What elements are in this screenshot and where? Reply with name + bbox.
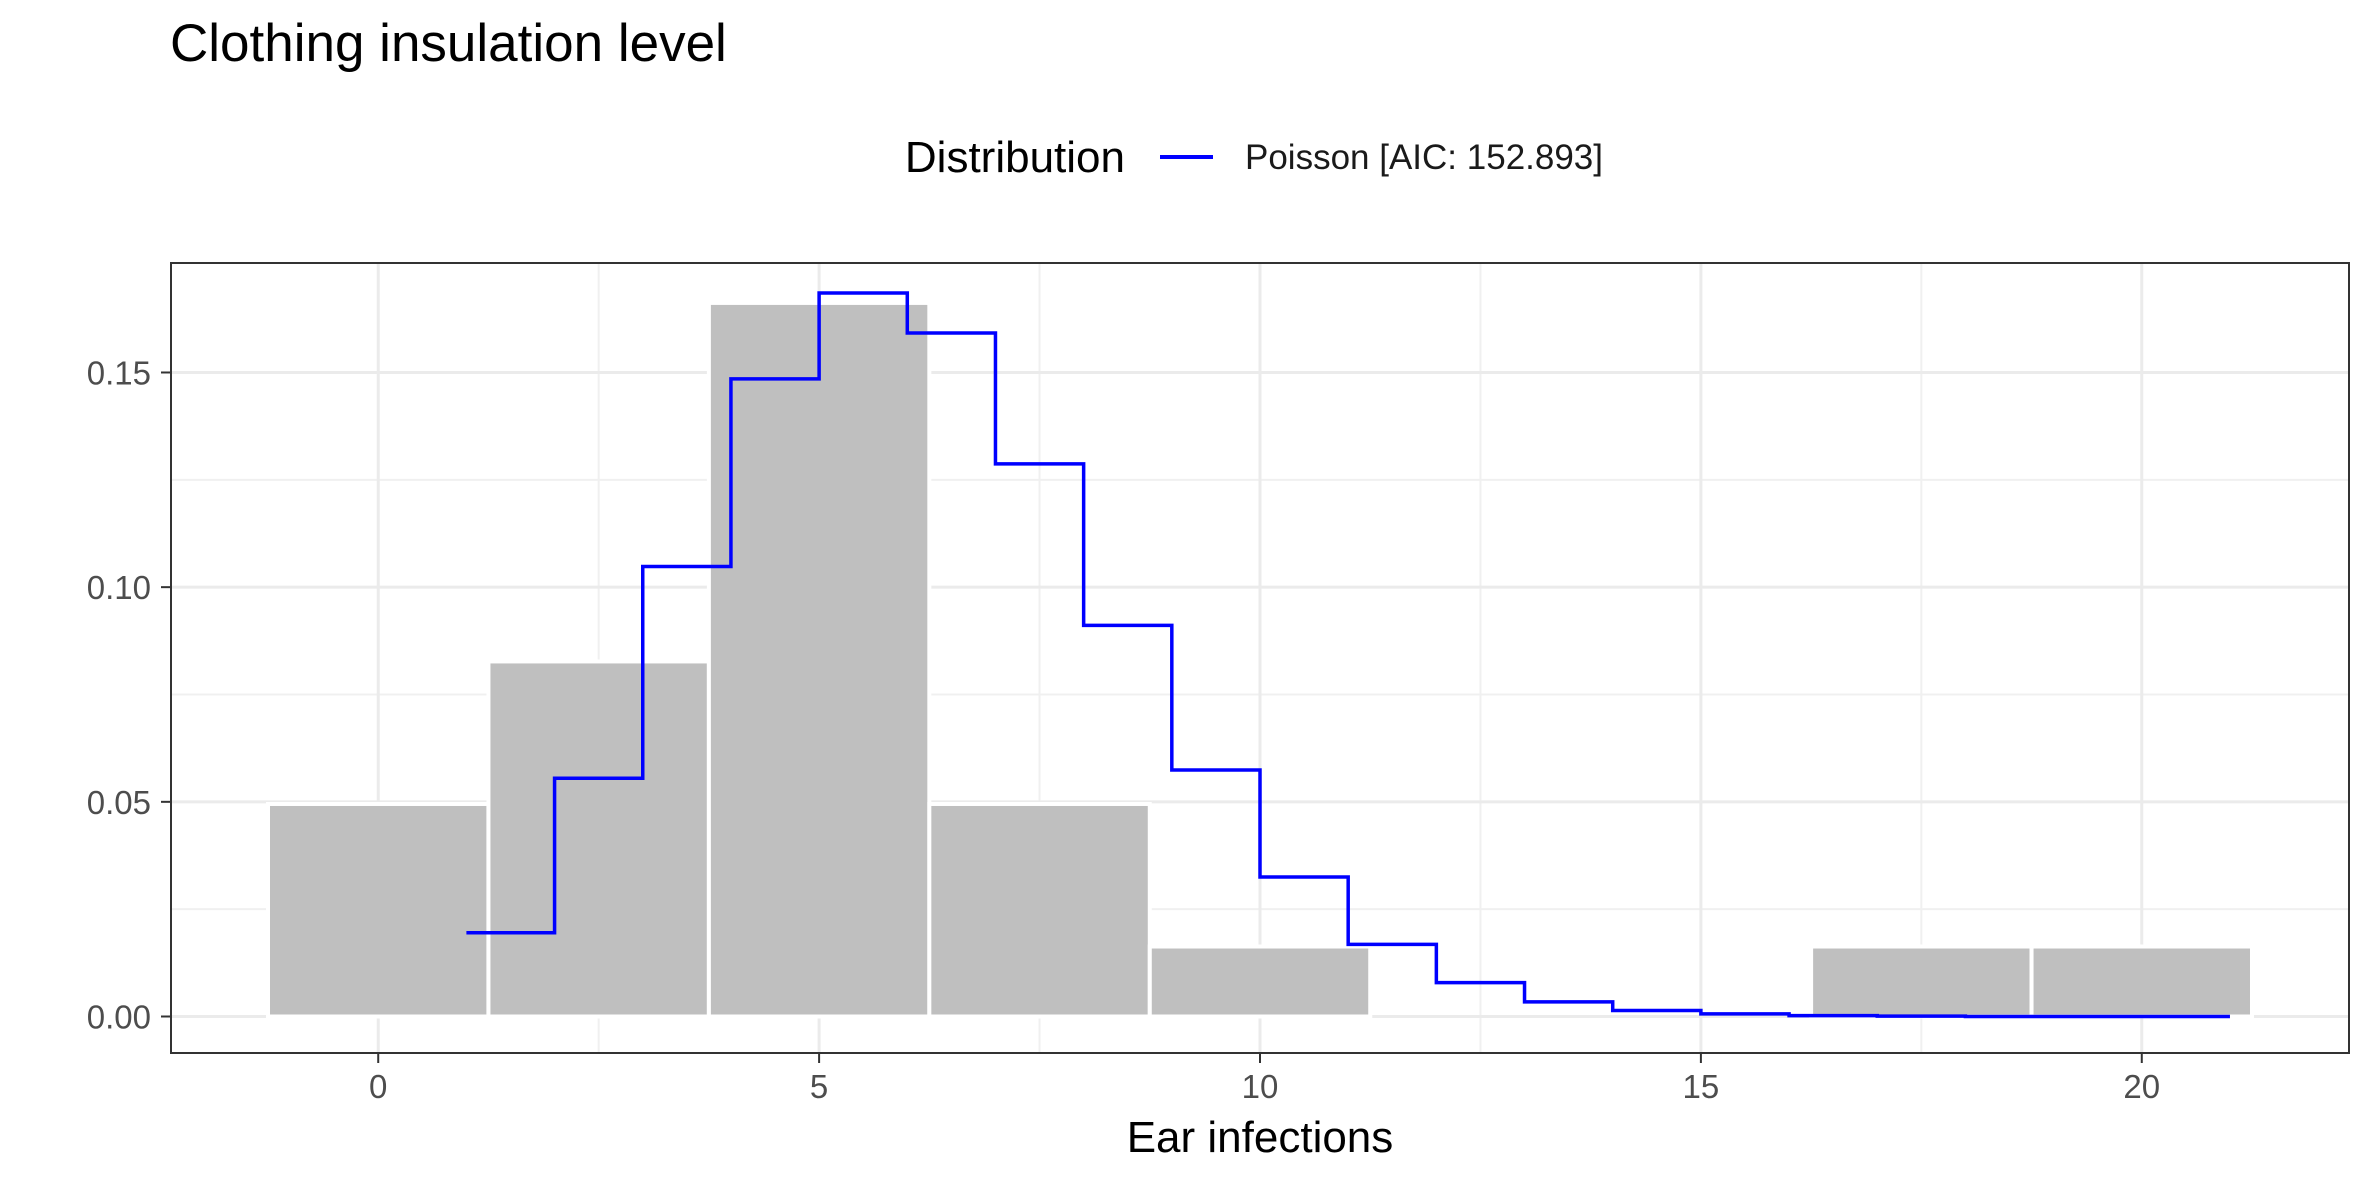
histogram-bar bbox=[1147, 944, 1373, 1019]
histogram-bar bbox=[927, 801, 1152, 1019]
poisson-step-line bbox=[466, 291, 2230, 1019]
histogram-bar bbox=[486, 659, 711, 1019]
legend-title: Distribution bbox=[905, 133, 1125, 182]
x-axis-title: Ear infections bbox=[1127, 1113, 1394, 1162]
x-tick-label: 15 bbox=[1683, 1068, 1720, 1105]
y-axis: 0.00 0.05 0.10 0.15 bbox=[87, 354, 171, 1036]
x-tick-label: 20 bbox=[2123, 1068, 2160, 1105]
y-tick-label: 0.05 bbox=[87, 784, 151, 821]
x-tick-label: 5 bbox=[810, 1068, 828, 1105]
histogram-bar bbox=[265, 801, 491, 1019]
y-tick-label: 0.15 bbox=[87, 354, 151, 391]
x-tick-label: 10 bbox=[1242, 1068, 1279, 1105]
histogram-bar bbox=[706, 300, 932, 1019]
legend-label-poisson: Poisson [AIC: 152.893] bbox=[1245, 138, 1603, 177]
legend: Distribution Poisson [AIC: 152.893] bbox=[905, 133, 1603, 182]
histogram-bar bbox=[2029, 944, 2255, 1019]
plot-area bbox=[170, 262, 2350, 1054]
histogram-bars bbox=[265, 300, 2255, 1019]
x-tick-label: 0 bbox=[369, 1068, 387, 1105]
x-axis: 0 5 10 15 20 bbox=[369, 1053, 2160, 1105]
chart-title: Clothing insulation level bbox=[170, 14, 727, 73]
y-tick-label: 0.10 bbox=[87, 569, 151, 606]
y-tick-label: 0.00 bbox=[87, 999, 151, 1036]
histogram-bar bbox=[1809, 944, 2034, 1019]
